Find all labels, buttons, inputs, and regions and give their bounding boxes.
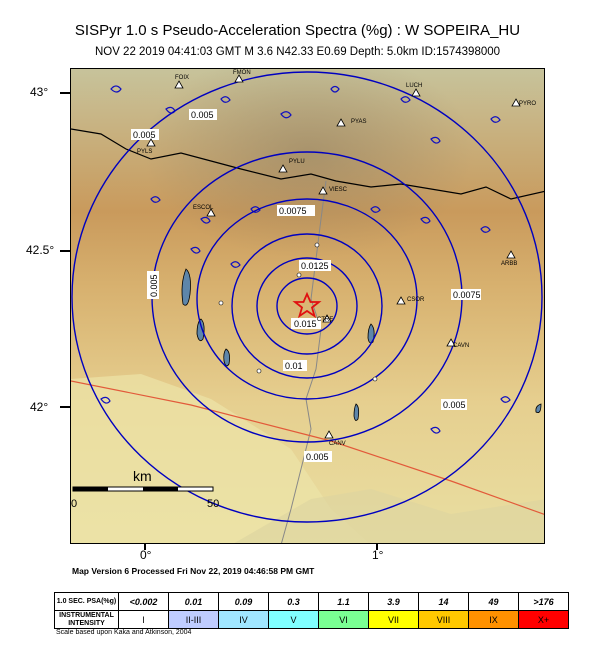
station-label: CTRE [317,317,333,323]
psa-value: 1.1 [318,592,369,611]
lat-tick-42-5: 42.5° [26,243,55,257]
lat-tick-mark [60,92,70,94]
psa-value: >176 [518,592,569,611]
station-label: ARBB [501,261,517,267]
lat-tick-mark [60,250,70,252]
psa-row: 1.0 SEC. PSA(%g) <0.002 0.01 0.09 0.3 1.… [54,592,569,611]
contour-label: 0.0075 [279,206,307,216]
stations [146,74,521,439]
intensity-cell: V [268,610,319,629]
contour-label: 0.005 [443,400,466,410]
intensity-cell: IX [468,610,519,629]
scale-tick-0: 0 [71,498,77,510]
station-label: CANV [329,441,346,447]
station-label: LUCH [406,83,422,89]
psa-header: 1.0 SEC. PSA(%g) [54,592,119,611]
station-label: CAVN [453,343,469,349]
intensity-cell: IV [218,610,269,629]
psa-value: 0.09 [218,592,269,611]
epicenter-star [292,291,322,319]
border-line [71,128,544,200]
intensity-row: INSTRUMENTAL INTENSITY I II-III IV V VI … [54,610,569,629]
intensity-header: INSTRUMENTAL INTENSITY [54,610,119,629]
station-label: ESCOL [193,205,214,211]
contour-label: 0.005 [306,452,329,462]
lowlands [234,489,544,543]
station-label: CSOR [407,297,425,303]
intensity-cell: X+ [518,610,569,629]
intensity-cell: VI [318,610,369,629]
psa-value: 49 [468,592,519,611]
intensity-cell: VII [368,610,419,629]
lat-tick-42: 42° [30,400,49,414]
psa-value: 3.9 [368,592,419,611]
intensity-legend: 1.0 SEC. PSA(%g) <0.002 0.01 0.09 0.3 1.… [54,592,569,629]
map-title: SISPyr 1.0 s Pseudo-Acceleration Spectra… [74,22,521,39]
lon-tick-1: 1° [372,548,384,562]
intensity-cell: I [118,610,169,629]
intensity-cell: VIII [418,610,469,629]
processed-note: Map Version 6 Processed Fri Nov 22, 2019… [72,566,315,576]
lon-tick-0: 0° [140,548,152,562]
station-label: FMON [233,70,251,76]
scale-bar: km 0 50 [71,468,219,510]
station-labels: FOIX FMON PYLS PYAS LUCH PYRO PYLU VIESC… [137,70,536,447]
contour-label: 0.015 [294,319,317,329]
contour-label-group: 0.015 0.01 0.0125 0.0075 0.005 0.0075 0.… [131,109,481,462]
contour-label: 0.0075 [453,290,481,300]
psa-value: 14 [418,592,469,611]
scale-tick-50: 50 [207,498,219,510]
lon-tick-mark [144,544,146,550]
contour-label: 0.005 [133,130,156,140]
intensity-cell: II-III [168,610,219,629]
shakemap[interactable]: 0.015 0.01 0.0125 0.0075 0.005 0.0075 0.… [70,68,545,544]
station-label: PYLU [289,159,305,165]
fault-line [71,380,544,515]
psa-value: 0.01 [168,592,219,611]
contour-label: 0.005 [149,274,159,297]
contour-label: 0.0125 [301,261,329,271]
lat-tick-43: 43° [30,85,49,99]
contour-label: 0.01 [285,361,303,371]
event-info: NOV 22 2019 04:41:03 GMT M 3.6 N42.33 E0… [94,46,501,58]
scale-note: Scale based upon Kaka and Atkinson, 2004 [56,629,192,636]
ebro-valley [71,374,369,543]
contour-label: 0.005 [191,110,214,120]
reservoirs [181,268,542,421]
psa-value: 0.3 [268,592,319,611]
scale-unit: km [133,468,152,484]
city-dots [218,242,378,382]
station-label: FOIX [175,75,189,81]
lat-tick-mark [60,406,70,408]
station-label: PYRO [519,101,536,107]
shakemap-canvas: 0.015 0.01 0.0125 0.0075 0.005 0.0075 0.… [71,69,544,543]
station-label: PYLS [137,149,152,155]
noise-contours [100,85,511,434]
lon-tick-mark [376,544,378,550]
psa-value: <0.002 [118,592,169,611]
station-label: VIESC [329,187,348,193]
station-label: PYAS [351,119,367,125]
